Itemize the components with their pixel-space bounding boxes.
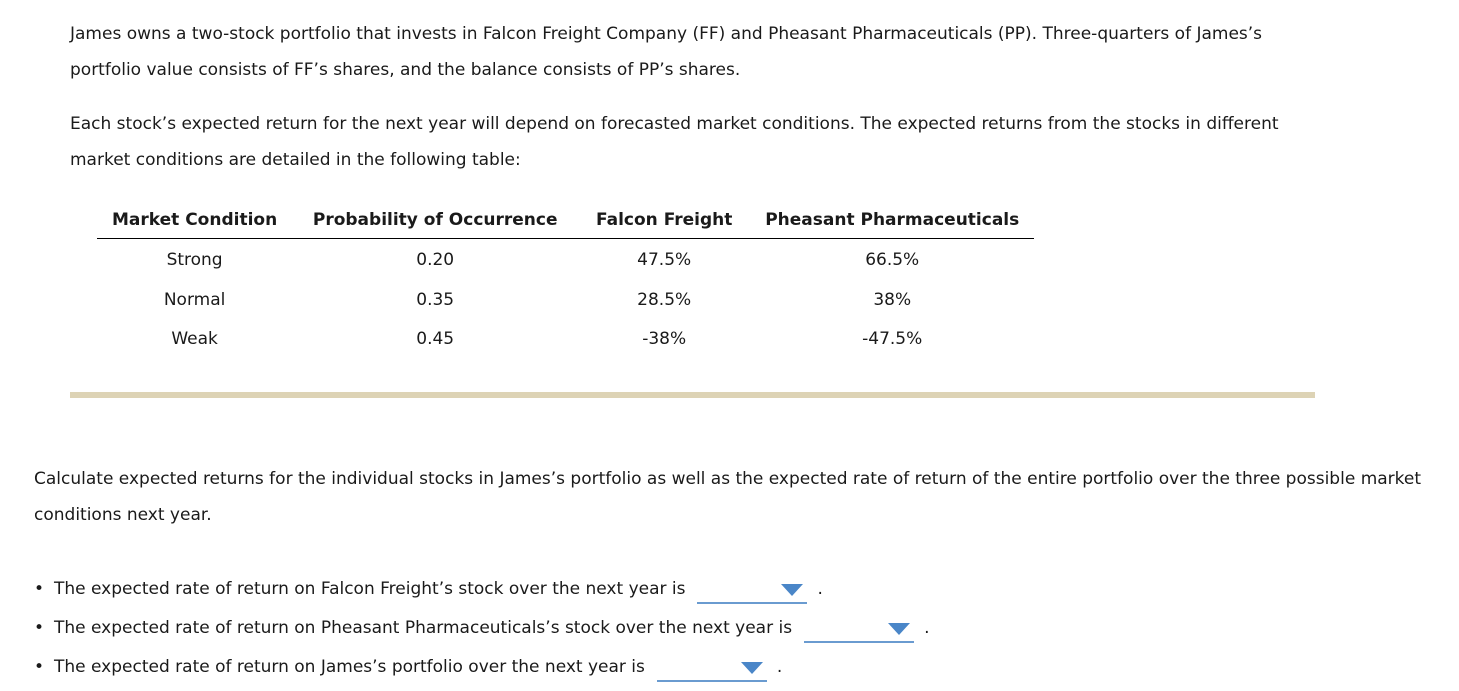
header-probability: Probability of Occurrence xyxy=(292,202,579,239)
cell-ff-return: 28.5% xyxy=(637,289,692,310)
cell-condition: Strong xyxy=(166,249,223,270)
cell-pp-return: -47.5% xyxy=(862,328,923,349)
cell-pp-return: 38% xyxy=(873,289,912,310)
question-text: The expected rate of return on Pheasant … xyxy=(54,618,793,638)
sentence-end: . xyxy=(924,618,930,638)
table-row: Strong 0.20 47.5% 66.5% xyxy=(97,239,1034,281)
cell-probability: 0.20 xyxy=(416,249,455,270)
portfolio-return-dropdown[interactable] xyxy=(656,650,767,682)
chevron-down-icon xyxy=(781,584,804,596)
bullet: • xyxy=(34,618,45,638)
intro-paragraph-1: James owns a two-stock portfolio that in… xyxy=(70,24,1263,80)
returns-table: Market Condition Probability of Occurren… xyxy=(97,202,1035,358)
sentence-end: . xyxy=(817,579,823,599)
question-text: The expected rate of return on Falcon Fr… xyxy=(54,579,686,599)
question-ff-expected-return: • The expected rate of return on Falcon … xyxy=(34,572,929,611)
header-pheasant-pharmaceuticals: Pheasant Pharmaceuticals xyxy=(750,202,1035,239)
ff-return-dropdown[interactable] xyxy=(697,572,808,604)
sentence-end: . xyxy=(776,657,783,677)
pp-return-dropdown[interactable] xyxy=(804,611,915,643)
bullet: • xyxy=(34,579,45,599)
cell-probability: 0.35 xyxy=(416,289,455,310)
cell-pp-return: 66.5% xyxy=(865,249,920,270)
question-pp-expected-return: • The expected rate of return on Pheasan… xyxy=(34,611,929,650)
table-row: Normal 0.35 28.5% 38% xyxy=(97,280,1034,319)
bullet: • xyxy=(34,657,45,677)
chevron-down-icon xyxy=(740,662,763,674)
header-falcon-freight: Falcon Freight xyxy=(578,202,751,239)
intro-paragraph-2: Each stock’s expected return for the nex… xyxy=(70,114,1279,170)
header-market-condition: Market Condition xyxy=(97,202,293,239)
question-list: • The expected rate of return on Falcon … xyxy=(34,572,929,689)
table-header-row: Market Condition Probability of Occurren… xyxy=(97,202,1035,239)
section-divider xyxy=(70,392,1315,398)
chevron-down-icon xyxy=(888,623,911,635)
table-row: Weak 0.45 -38% -47.5% xyxy=(97,319,1034,358)
cell-condition: Weak xyxy=(171,328,218,349)
cell-probability: 0.45 xyxy=(416,328,455,349)
question-portfolio-expected-return: • The expected rate of return on James’s… xyxy=(34,650,929,689)
cell-condition: Normal xyxy=(163,289,226,310)
cell-ff-return: -38% xyxy=(642,328,687,349)
instructions-paragraph: Calculate expected returns for the indiv… xyxy=(34,469,1422,525)
cell-ff-return: 47.5% xyxy=(637,249,692,270)
question-text: The expected rate of return on James’s p… xyxy=(54,657,645,677)
